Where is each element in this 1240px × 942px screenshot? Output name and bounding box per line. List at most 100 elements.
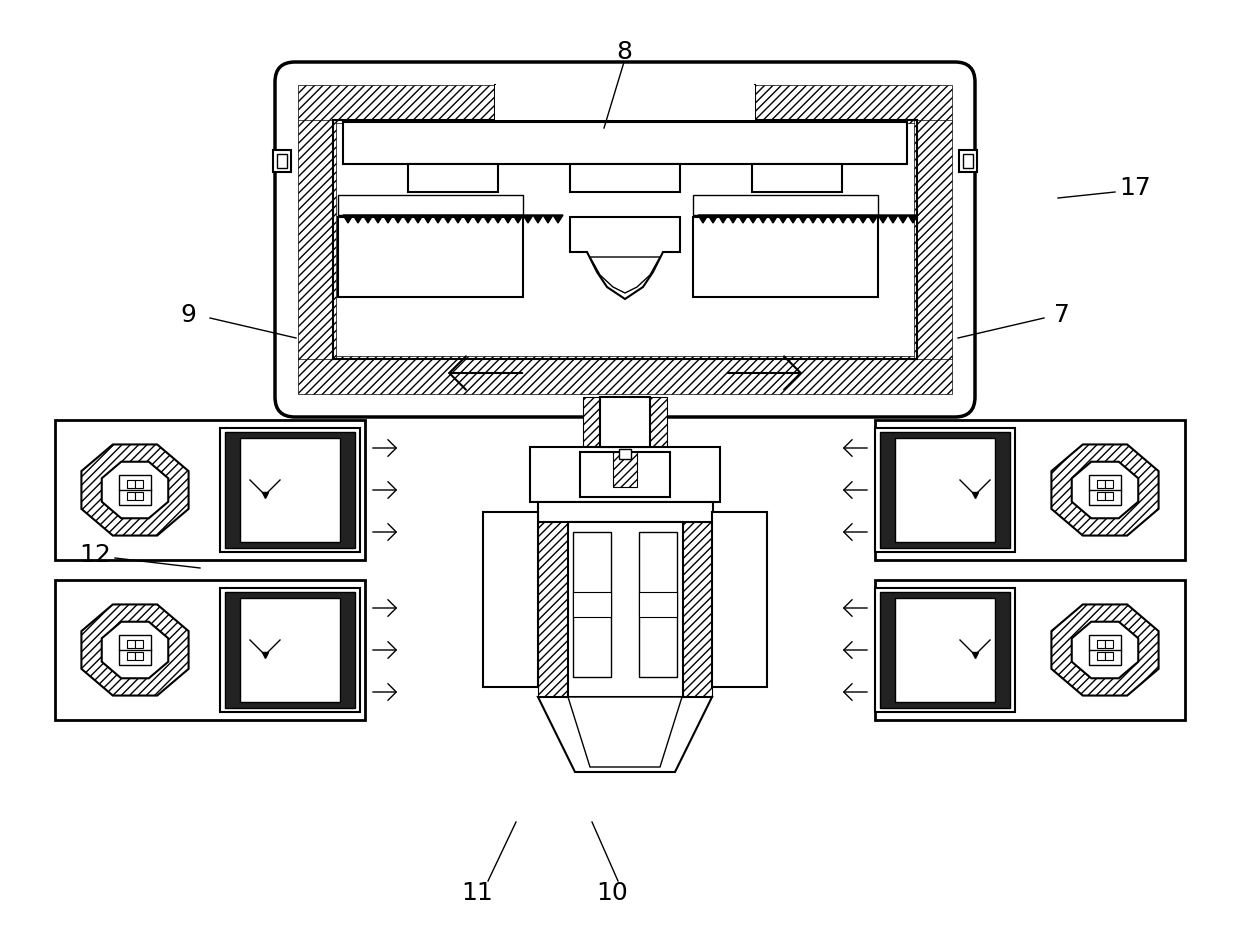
Bar — [135, 640, 143, 648]
Bar — [1097, 480, 1105, 488]
Bar — [277, 154, 286, 168]
Bar — [538, 502, 713, 522]
Polygon shape — [503, 215, 513, 223]
Polygon shape — [102, 462, 169, 518]
Bar — [219, 428, 360, 552]
Bar — [600, 397, 650, 447]
Bar — [408, 164, 498, 192]
Polygon shape — [738, 215, 748, 223]
Bar — [1105, 652, 1114, 660]
Bar — [135, 480, 143, 488]
Polygon shape — [343, 215, 353, 223]
Bar — [880, 592, 1011, 708]
Polygon shape — [553, 215, 563, 223]
Bar — [580, 452, 670, 497]
Bar — [875, 428, 1016, 552]
Polygon shape — [82, 445, 188, 536]
Bar — [568, 522, 683, 697]
Polygon shape — [463, 215, 472, 223]
Polygon shape — [808, 215, 818, 223]
Polygon shape — [868, 215, 878, 223]
Polygon shape — [433, 215, 443, 223]
Bar — [126, 480, 135, 488]
Bar — [241, 438, 340, 542]
Bar — [273, 150, 291, 172]
Text: 7: 7 — [1054, 303, 1070, 327]
Bar — [119, 475, 151, 505]
Bar — [339, 195, 523, 215]
Bar — [55, 580, 365, 720]
Bar — [880, 432, 1011, 548]
Bar — [495, 85, 755, 120]
Bar — [1089, 635, 1121, 665]
Polygon shape — [878, 215, 888, 223]
Polygon shape — [383, 215, 393, 223]
Bar — [639, 592, 677, 617]
Text: 17: 17 — [1120, 176, 1151, 200]
Bar — [583, 397, 667, 447]
Polygon shape — [1052, 445, 1158, 536]
Bar — [751, 164, 842, 192]
Polygon shape — [698, 215, 708, 223]
Bar — [895, 598, 994, 702]
Bar — [1097, 492, 1105, 500]
Bar — [241, 598, 340, 702]
Polygon shape — [787, 215, 799, 223]
Text: 8: 8 — [616, 40, 632, 64]
Polygon shape — [908, 215, 918, 223]
Polygon shape — [443, 215, 453, 223]
Text: 11: 11 — [461, 881, 492, 905]
Bar — [1105, 640, 1114, 648]
Polygon shape — [768, 215, 777, 223]
Polygon shape — [898, 215, 908, 223]
Polygon shape — [373, 215, 383, 223]
Polygon shape — [494, 215, 503, 223]
Polygon shape — [533, 215, 543, 223]
Bar — [875, 588, 1016, 712]
Bar — [693, 195, 878, 215]
Polygon shape — [758, 215, 768, 223]
Text: 9: 9 — [180, 303, 196, 327]
Bar — [298, 120, 336, 359]
Polygon shape — [708, 215, 718, 223]
Polygon shape — [777, 215, 787, 223]
Text: 12: 12 — [79, 543, 110, 567]
Polygon shape — [393, 215, 403, 223]
Bar — [126, 652, 135, 660]
Bar — [135, 492, 143, 500]
Bar — [895, 438, 994, 542]
Bar — [639, 532, 677, 677]
Polygon shape — [748, 215, 758, 223]
Bar — [224, 592, 355, 708]
Bar — [298, 356, 952, 394]
Polygon shape — [102, 622, 169, 678]
Polygon shape — [403, 215, 413, 223]
Polygon shape — [423, 215, 433, 223]
Polygon shape — [818, 215, 828, 223]
Bar — [1105, 492, 1114, 500]
Bar — [875, 420, 1185, 560]
Polygon shape — [513, 215, 523, 223]
Polygon shape — [472, 215, 484, 223]
Bar — [135, 652, 143, 660]
Bar — [339, 217, 523, 297]
Bar — [298, 85, 952, 123]
Polygon shape — [728, 215, 738, 223]
Bar — [126, 492, 135, 500]
Polygon shape — [590, 257, 660, 293]
Text: 10: 10 — [596, 881, 627, 905]
Polygon shape — [828, 215, 838, 223]
Polygon shape — [484, 215, 494, 223]
Polygon shape — [718, 215, 728, 223]
Bar — [682, 522, 712, 697]
Bar — [914, 120, 952, 359]
Polygon shape — [570, 217, 680, 299]
Polygon shape — [858, 215, 868, 223]
Polygon shape — [413, 215, 423, 223]
Bar — [343, 122, 906, 164]
Polygon shape — [848, 215, 858, 223]
Bar — [1105, 480, 1114, 488]
Bar — [119, 635, 151, 665]
Bar — [1097, 640, 1105, 648]
Bar — [570, 164, 680, 192]
